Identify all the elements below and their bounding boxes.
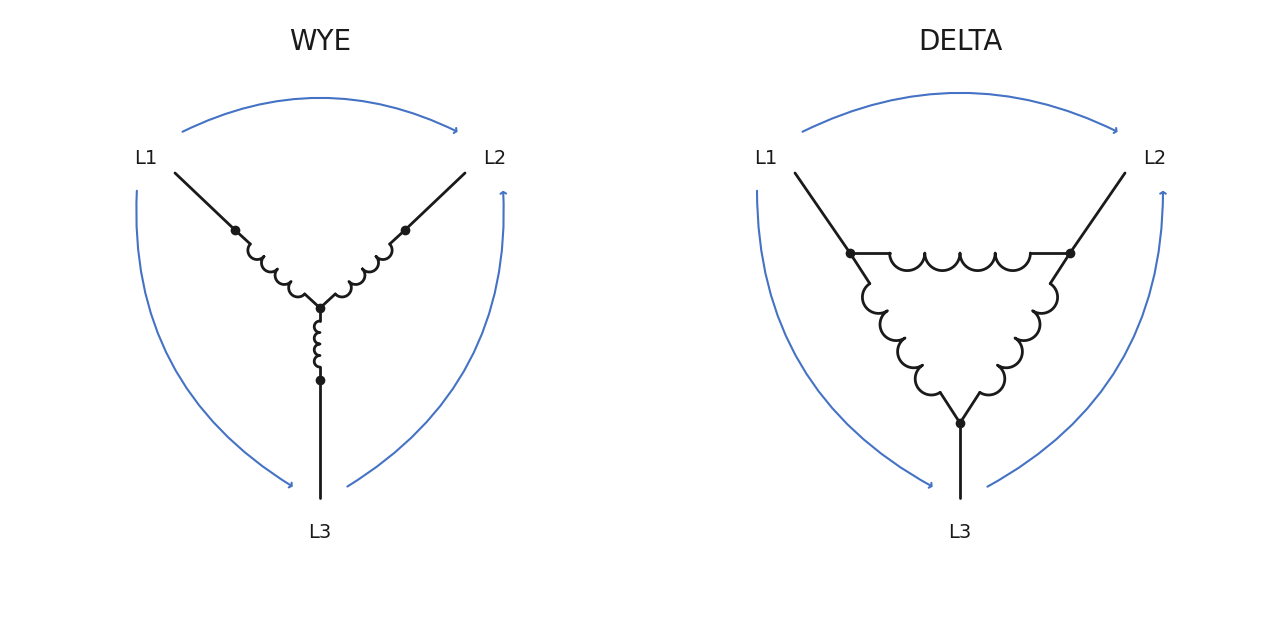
- Text: L3: L3: [948, 523, 971, 542]
- Text: L3: L3: [308, 523, 331, 542]
- Text: L2: L2: [483, 149, 506, 168]
- Text: DELTA: DELTA: [918, 28, 1002, 56]
- Text: L2: L2: [1143, 149, 1167, 168]
- Text: L1: L1: [134, 149, 157, 168]
- Text: L1: L1: [754, 149, 777, 168]
- Text: WYE: WYE: [289, 28, 351, 56]
